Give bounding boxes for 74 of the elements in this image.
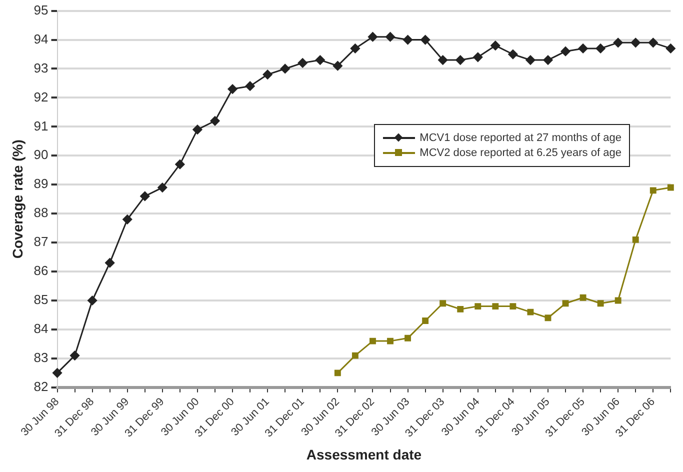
point (614, 297, 622, 304)
y-tick-label: 89 (34, 176, 48, 192)
y-tick-label: 94 (34, 31, 48, 46)
point (332, 61, 342, 71)
point (140, 191, 150, 201)
y-tick-label: 85 (34, 292, 48, 308)
point (544, 314, 552, 322)
point (404, 334, 412, 342)
point (560, 46, 570, 56)
point (473, 52, 483, 62)
point (70, 350, 80, 360)
y-tick-label: 90 (34, 147, 48, 162)
point (510, 303, 516, 310)
point (245, 81, 255, 91)
y-tick-label: 87 (34, 234, 48, 250)
y-axis-title: Coverage rate (%) (9, 140, 26, 259)
x-axis-title: Assessment date (306, 446, 422, 462)
y-tick-label: 92 (34, 89, 48, 104)
point (667, 184, 674, 191)
point (527, 308, 534, 316)
point (105, 258, 115, 268)
point (650, 187, 656, 194)
y-tick-label: 86 (34, 263, 48, 278)
point (526, 55, 536, 65)
point (492, 303, 499, 310)
legend-label: MCV2 dose reported at 6.25 years of age (420, 146, 622, 159)
point (578, 44, 588, 54)
point (596, 44, 606, 54)
point (175, 160, 185, 170)
point (387, 338, 394, 344)
point (315, 55, 325, 65)
point (158, 182, 168, 192)
y-tick-label: 95 (34, 2, 48, 18)
y-tick-label: 88 (34, 205, 48, 220)
legend-label: MCV1 dose reported at 27 months of age (420, 132, 622, 144)
point (438, 55, 448, 65)
point (88, 296, 98, 306)
point (403, 35, 413, 45)
point (613, 38, 623, 48)
point (580, 294, 586, 301)
point (422, 318, 429, 324)
point (630, 38, 640, 48)
point (350, 44, 360, 54)
point (52, 368, 62, 378)
point (456, 55, 466, 65)
point (562, 300, 569, 307)
point (474, 303, 482, 310)
y-tick-label: 84 (34, 321, 48, 336)
point (420, 35, 430, 45)
point (370, 338, 376, 344)
point (334, 370, 341, 376)
point (368, 32, 378, 42)
point (457, 306, 464, 312)
y-tick-label: 93 (34, 60, 48, 76)
point (490, 40, 500, 50)
point (352, 352, 358, 359)
y-tick-label: 82 (34, 378, 48, 394)
point (228, 84, 238, 94)
point (280, 64, 290, 74)
y-tick-label: 83 (34, 350, 48, 366)
y-tick-label: 91 (34, 118, 48, 134)
point (262, 70, 272, 80)
point (597, 300, 604, 307)
point (648, 38, 658, 48)
point (440, 300, 446, 307)
point (508, 50, 518, 60)
point (210, 116, 220, 126)
point (666, 44, 676, 54)
point (298, 58, 308, 68)
point (122, 214, 132, 224)
point (543, 55, 553, 65)
point (632, 236, 639, 243)
point (192, 124, 202, 134)
point (386, 32, 395, 42)
